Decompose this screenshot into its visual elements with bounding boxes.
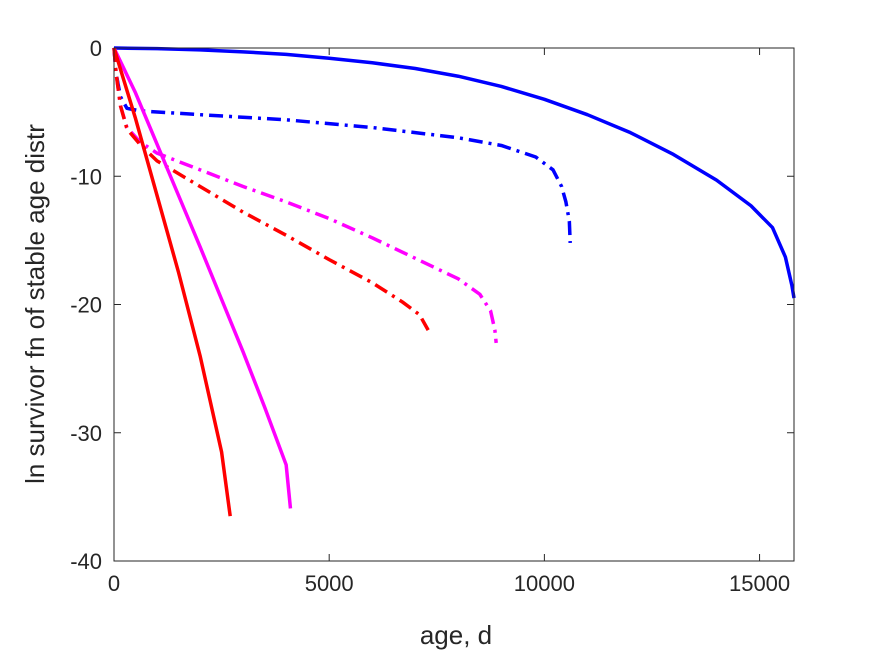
- x-tick-label: 10000: [514, 571, 575, 596]
- plot-area: [112, 46, 796, 517]
- y-tick-label: -40: [70, 549, 102, 574]
- x-tick-label: 5000: [305, 571, 354, 596]
- series-line-1-solid: [113, 46, 796, 299]
- x-axis-title: age, d: [420, 620, 492, 650]
- series-line-5-solid: [112, 47, 293, 509]
- series-line-6-solid: [112, 47, 232, 517]
- y-tick-label: -20: [70, 293, 102, 318]
- y-tick-label: -30: [70, 421, 102, 446]
- x-tick-label: 0: [108, 571, 120, 596]
- axes: 0 5000 10000 15000 0 -10 -20 -30 -40: [70, 36, 795, 596]
- y-axis-title: ln survivor fn of stable age distr: [20, 124, 50, 484]
- series-line-4-dashdot: [112, 47, 430, 332]
- x-tick-label: 15000: [729, 571, 790, 596]
- y-tick-label: -10: [70, 164, 102, 189]
- series-line-2-dashdot: [112, 47, 572, 244]
- y-tick-label: 0: [90, 36, 102, 61]
